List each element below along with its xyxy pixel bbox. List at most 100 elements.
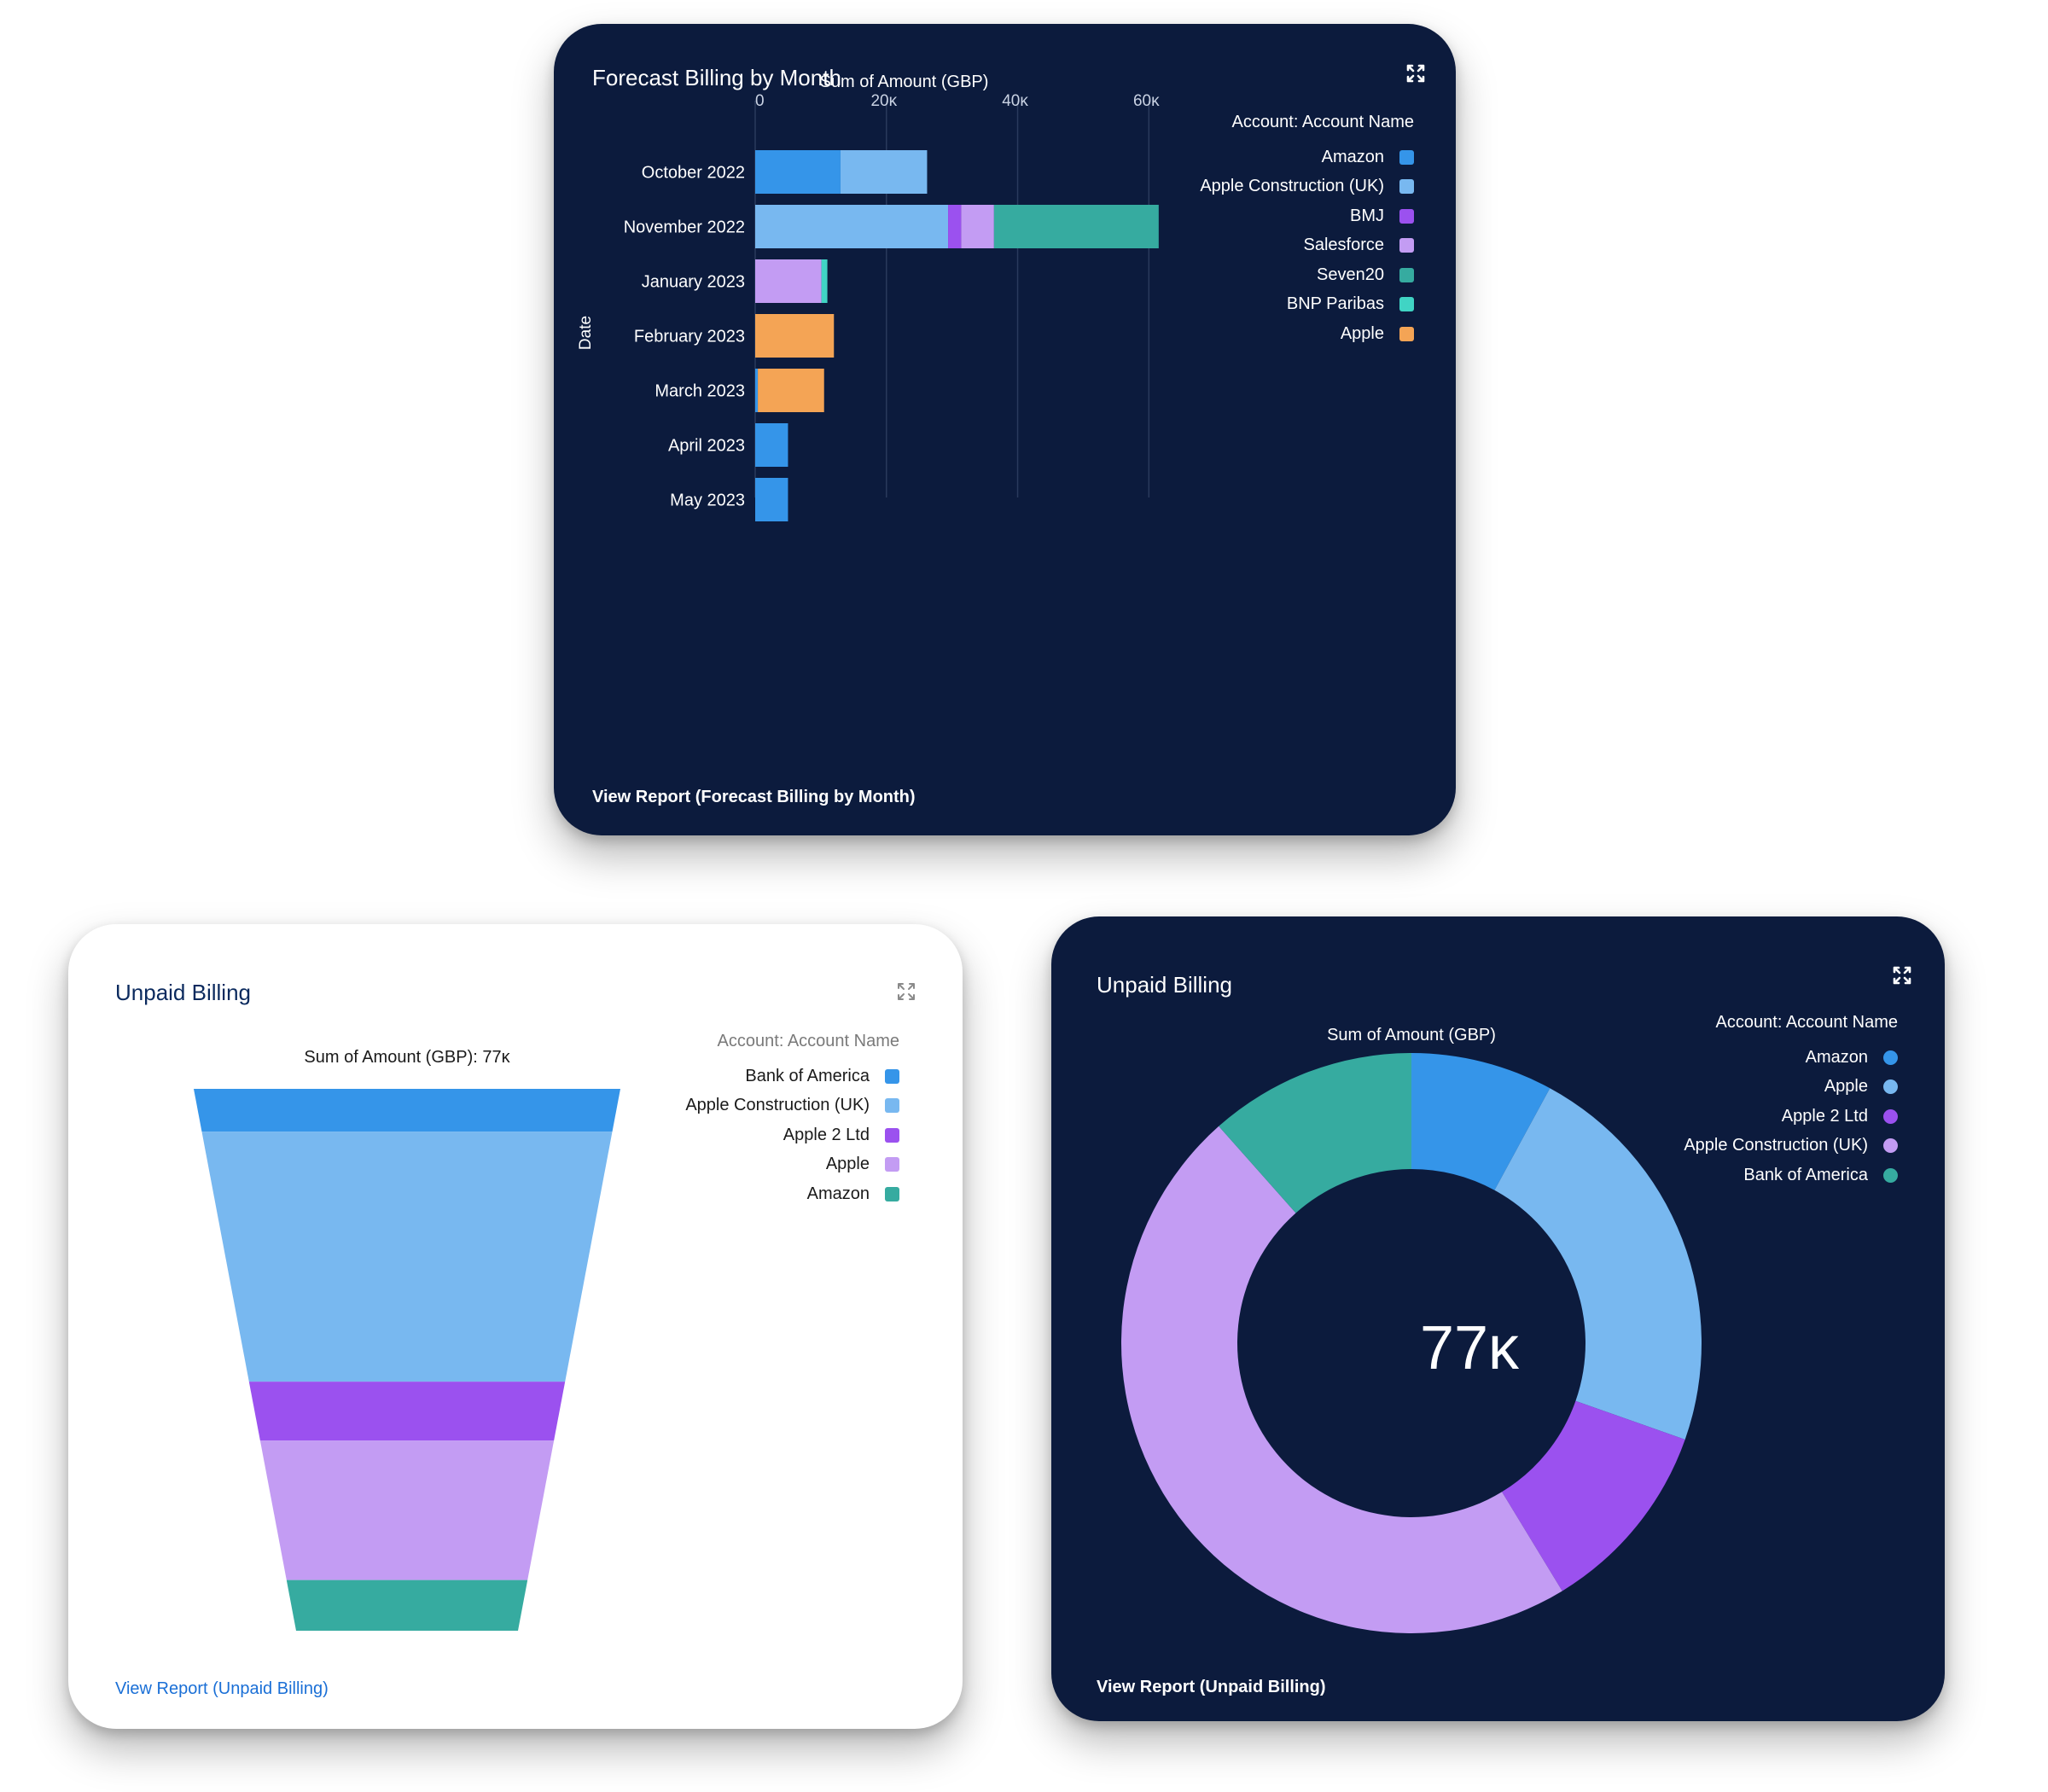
bar-segment-apple [758,369,824,412]
legend-swatch [1399,149,1414,165]
donut-slice-bank-of-america [1219,1053,1411,1213]
legend-item-bank-of-america[interactable]: Bank of America [685,1062,899,1091]
y-tick-label: April 2023 [668,437,745,456]
y-tick-label: November 2022 [624,218,745,237]
legend-item-amazon[interactable]: Amazon [1200,143,1414,172]
funnel-stage-apple-construction-uk [201,1132,613,1382]
chart-legend: Account: Account Name Amazon Apple Constr… [1200,113,1414,349]
funnel-stage-amazon [286,1580,528,1631]
bar-segment-amazon [755,369,759,412]
donut-series-label: Sum of Amount (GBP) [1327,1026,1496,1044]
legend-label: BNP Paribas [1286,294,1384,314]
legend-item-seven20[interactable]: Seven20 [1200,260,1414,290]
legend-label: Amazon [806,1184,870,1203]
legend-item-apple-2-ltd[interactable]: Apple 2 Ltd [685,1120,899,1150]
legend-label: Apple [1340,323,1384,343]
legend-label: Apple [825,1155,870,1174]
view-report-link[interactable]: View Report (Unpaid Billing) [1097,1678,1326,1696]
legend-title: Account: Account Name [1715,1013,1898,1032]
legend-swatch [1883,1138,1898,1154]
legend-item-bank-of-america[interactable]: Bank of America [1684,1161,1898,1190]
legend-swatch [1883,1079,1898,1095]
legend-item-amazon[interactable]: Amazon [1684,1043,1898,1073]
y-tick-label: January 2023 [642,273,745,292]
donut-slice-apple-construction-uk [1121,1126,1562,1633]
legend-item-apple-construction-uk[interactable]: Apple Construction (UK) [1200,172,1414,202]
y-tick-label: February 2023 [634,328,745,346]
bar-segment-amazon [755,478,788,521]
card-title: Unpaid Billing [1097,972,1232,998]
y-tick-label: May 2023 [670,492,745,510]
funnel-chart: Sum of Amount (GBP): 77ĸ [194,1048,620,1631]
legend-swatch [1883,1108,1898,1124]
legend-item-apple-construction-uk[interactable]: Apple Construction (UK) [685,1091,899,1121]
funnel-stage-bank-of-america [194,1089,620,1132]
bar-segment-apple-construction-uk [755,205,949,248]
view-report-link[interactable]: View Report (Forecast Billing by Month) [592,788,916,806]
expand-icon[interactable] [896,981,916,1002]
legend-swatch [885,1186,899,1201]
view-report-link[interactable]: View Report (Unpaid Billing) [115,1679,329,1698]
legend-label: Salesforce [1303,236,1385,255]
bar-segment-seven20 [993,205,1159,248]
donut-chart: Sum of Amount (GBP) [1121,1026,1702,1633]
expand-icon[interactable] [1892,965,1912,986]
unpaid-billing-donut-card: Unpaid Billing Sum of Amount (GBP) 77ĸ A… [1051,916,1945,1721]
legend-item-apple-2-ltd[interactable]: Apple 2 Ltd [1684,1102,1898,1132]
x-tick-label: 60ĸ [1133,92,1160,110]
funnel-stage-apple [259,1440,555,1580]
expand-icon[interactable] [1405,63,1426,84]
legend-item-apple-construction-uk[interactable]: Apple Construction (UK) [1684,1132,1898,1161]
legend-label: Amazon [1321,147,1384,166]
donut-center-total: 77ĸ [1419,1314,1520,1382]
legend-item-bnp-paribas[interactable]: BNP Paribas [1200,290,1414,320]
legend-item-apple[interactable]: Apple [1200,319,1414,349]
card-title: Forecast Billing by Month [592,65,841,90]
legend-label: Bank of America [745,1066,870,1085]
legend-swatch [1399,326,1414,341]
legend-label: Apple 2 Ltd [1781,1106,1868,1126]
card-title: Unpaid Billing [115,980,251,1005]
funnel-total-label: Sum of Amount (GBP): 77ĸ [304,1048,510,1067]
legend-swatch [1399,238,1414,253]
x-axis-label: Sum of Amount (GBP) [820,73,989,91]
legend-swatch [1883,1050,1898,1065]
legend-swatch [885,1127,899,1143]
bar-segment-bnp-paribas [821,259,828,303]
legend-swatch [885,1098,899,1114]
bar-segment-apple-construction-uk [840,150,928,194]
bar-segment-amazon [755,423,788,467]
legend-item-apple[interactable]: Apple [1684,1073,1898,1103]
forecast-bar-chart: Sum of Amount (GBP) 0 20ĸ 40ĸ 60ĸ Date October… [577,73,1160,521]
legend-label: Apple Construction (UK) [1200,177,1384,196]
legend-label: Amazon [1805,1047,1868,1067]
donut-slice-apple [1494,1088,1702,1440]
legend-label: Apple [1824,1077,1868,1097]
y-tick-label: March 2023 [655,382,745,401]
x-tick-label: 0 [755,92,765,110]
legend-item-salesforce[interactable]: Salesforce [1200,231,1414,261]
legend-item-bmj[interactable]: BMJ [1200,201,1414,231]
y-axis-label: Date [577,316,595,350]
y-tick-label: October 2022 [642,164,745,183]
chart-legend: Account: Account Name Bank of America App… [685,1032,899,1209]
legend-swatch [1399,208,1414,224]
legend-label: Seven20 [1317,265,1384,284]
bar-segment-apple [755,314,835,358]
legend-swatch [1399,179,1414,195]
legend-label: Apple Construction (UK) [1684,1136,1868,1155]
legend-item-apple[interactable]: Apple [685,1150,899,1180]
bar-segment-salesforce [755,259,822,303]
legend-item-amazon[interactable]: Amazon [685,1179,899,1209]
bar-segment-amazon [755,150,841,194]
legend-label: Bank of America [1743,1165,1868,1184]
legend-swatch [1883,1167,1898,1183]
legend-title: Account: Account Name [1231,113,1414,131]
chart-legend: Account: Account Name Amazon Apple Apple 2… [1684,1013,1898,1190]
unpaid-billing-funnel-card: Unpaid Billing Sum of Amount (GBP): 77ĸ … [68,924,963,1729]
donut-slice-amazon [1411,1053,1551,1190]
bar-segment-salesforce [961,205,994,248]
legend-swatch [885,1157,899,1172]
x-tick-label: 20ĸ [870,92,897,110]
donut-slice-apple-2-ltd [1502,1400,1685,1591]
